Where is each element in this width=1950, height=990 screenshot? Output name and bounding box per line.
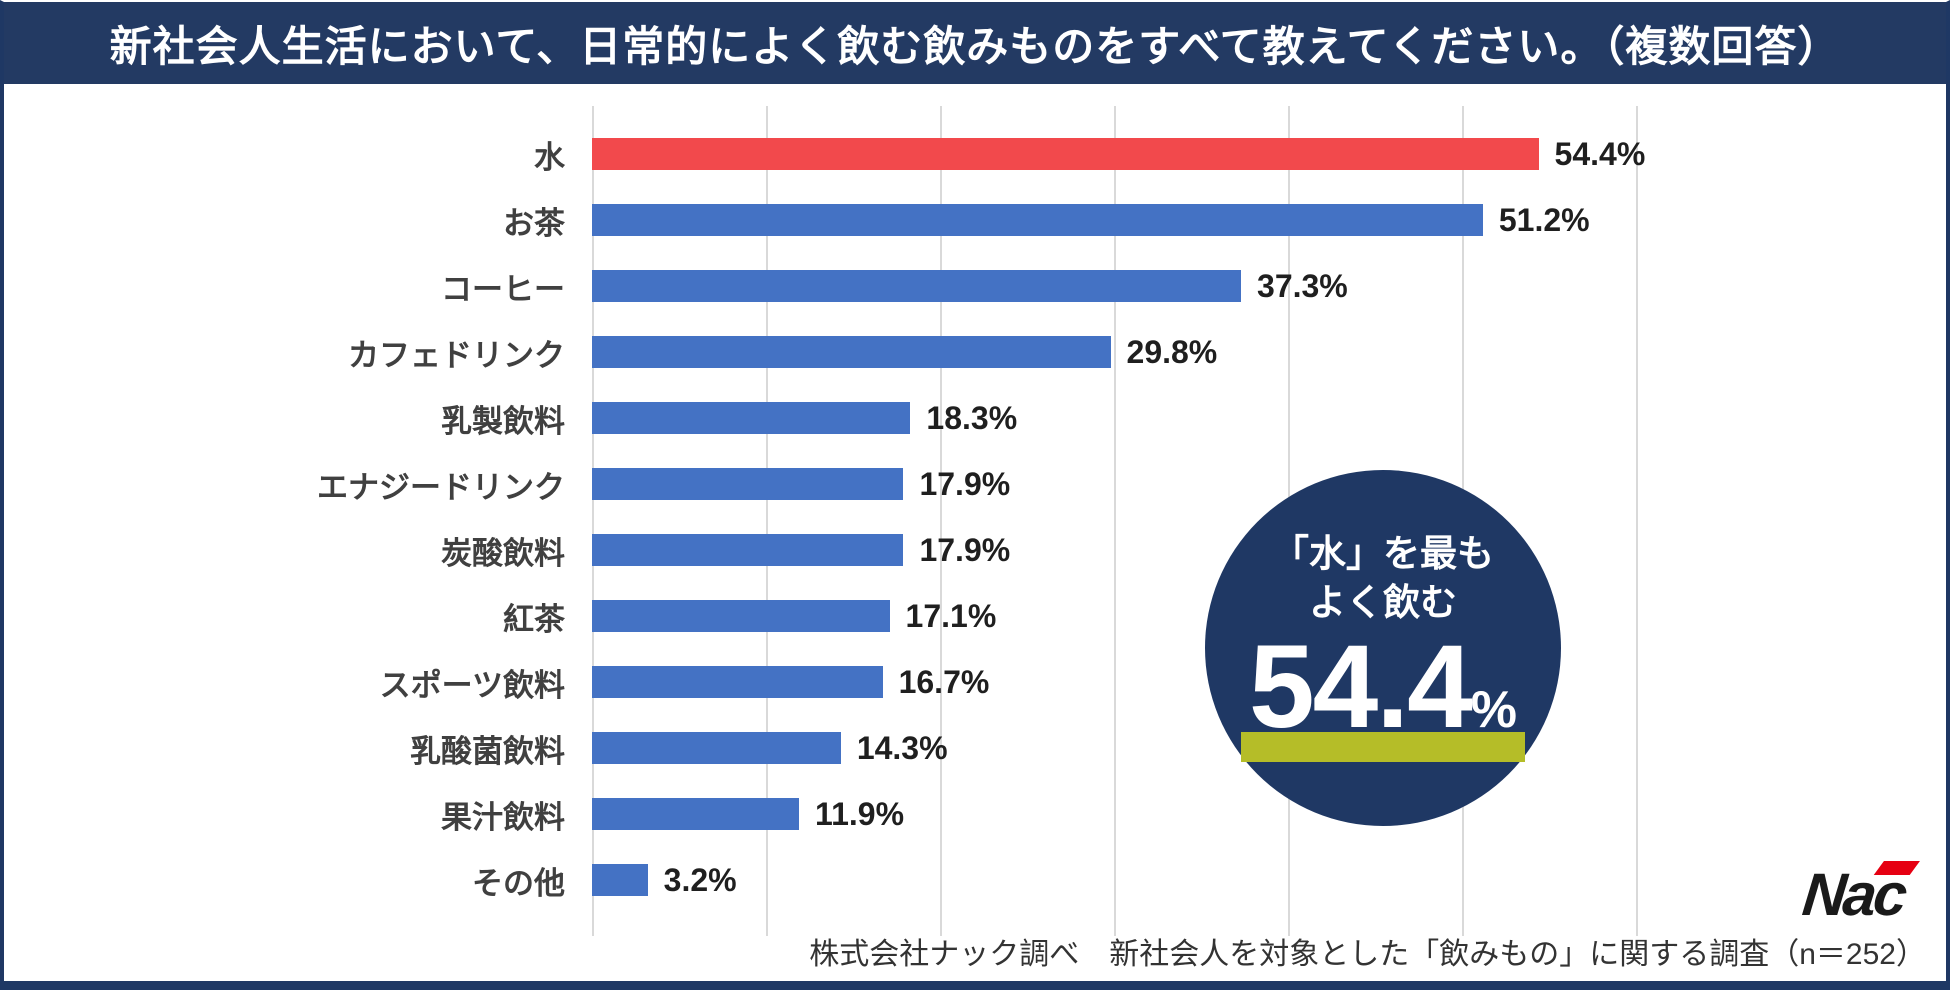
bar [592,864,648,896]
header-bar: 新社会人生活において、日常的によく飲む飲みものをすべて教えてください。（複数回答… [4,2,1946,84]
category-label: 水 [534,139,565,175]
bar-track: 16.7% [592,663,1946,700]
value-label: 51.2% [1498,201,1590,238]
bar-highlighted [592,138,1539,170]
bar-track: 14.3% [592,729,1946,766]
badge-number-block: 54.4% [1205,628,1561,784]
value-label: 11.9% [815,795,905,832]
bar [592,336,1111,368]
bar [592,732,841,764]
bar [592,534,904,566]
bar-row: 乳酸菌飲料 14.3% [4,715,1946,781]
bar-track: 29.8% [592,333,1946,370]
badge-value: 54.4 [1249,620,1473,753]
bar [592,402,911,434]
category-label: エナジードリンク [317,469,565,505]
bar-row: カフェドリンク 29.8% [4,319,1946,385]
bar-track: 3.2% [592,861,1946,898]
value-label: 14.3% [856,729,948,766]
bar-row: エナジードリンク 17.9% [4,451,1946,517]
category-label: 果汁飲料 [441,799,565,835]
category-label: カフェドリンク [348,337,565,373]
value-label: 17.9% [919,465,1011,502]
bar-row: コーヒー 37.3% [4,253,1946,319]
bar-row: 果汁飲料 11.9% [4,781,1946,847]
bar-row: その他 3.2% [4,847,1946,913]
bar-row: 水 54.4% [4,121,1946,187]
highlight-badge: 「水」を最も よく飲む 54.4% [1205,470,1561,826]
survey-source-note: 株式会社ナック調べ 新社会人を対象とした「飲みもの」に関する調査（n＝252） [809,938,1926,971]
bar [592,468,904,500]
bar-track: 18.3% [592,399,1946,436]
category-label: 炭酸飲料 [441,535,565,571]
bar [592,204,1483,236]
bar-track: 17.9% [592,531,1946,568]
value-label: 17.1% [905,597,997,634]
value-label: 29.8% [1126,333,1218,370]
badge-underline-highlight [1241,731,1525,762]
bar-chart: 水 54.4% お茶 51.2% コーヒー 37.3% カフェドリンク 29.8% 乳製飲料 18… [4,121,1946,913]
gridline [592,106,594,936]
gridline [940,106,942,936]
page-title: 新社会人生活において、日常的によく飲む飲みものをすべて教えてください。（複数回答… [109,22,1841,70]
gridline [1636,106,1638,936]
category-label: 乳酸菌飲料 [410,733,565,769]
value-label: 17.9% [919,531,1011,568]
bar-row: スポーツ飲料 16.7% [4,649,1946,715]
bar [592,600,890,632]
bar-row: 乳製飲料 18.3% [4,385,1946,451]
bar-row: 紅茶 17.1% [4,583,1946,649]
bar [592,798,800,830]
bar-track: 54.4% [592,135,1946,172]
badge-caption-line1: 「水」を最も [1272,533,1494,574]
value-label: 16.7% [898,663,990,700]
category-label: お茶 [503,205,565,241]
category-label: その他 [472,865,565,901]
bar-track: 17.1% [592,597,1946,634]
category-label: 乳製飲料 [441,403,565,439]
bar-track: 11.9% [592,795,1946,832]
value-label: 54.4% [1554,135,1646,172]
value-label: 3.2% [663,861,737,898]
bar-row: お茶 51.2% [4,187,1946,253]
badge-caption-line2: よく飲む [1309,581,1457,623]
gridline [1114,106,1116,936]
value-label: 37.3% [1257,267,1348,304]
badge-percent-sign: % [1470,680,1517,739]
bar-track: 51.2% [592,201,1946,238]
gridline [766,106,768,936]
bar [592,666,883,698]
bar-track: 37.3% [592,267,1946,304]
bar-row: 炭酸飲料 17.9% [4,517,1946,583]
value-label: 18.3% [926,399,1018,436]
category-label: 紅茶 [503,601,565,637]
bar-track: 17.9% [592,465,1946,502]
category-label: スポーツ飲料 [379,667,565,703]
category-label: コーヒー [441,271,565,307]
bar [592,270,1242,302]
